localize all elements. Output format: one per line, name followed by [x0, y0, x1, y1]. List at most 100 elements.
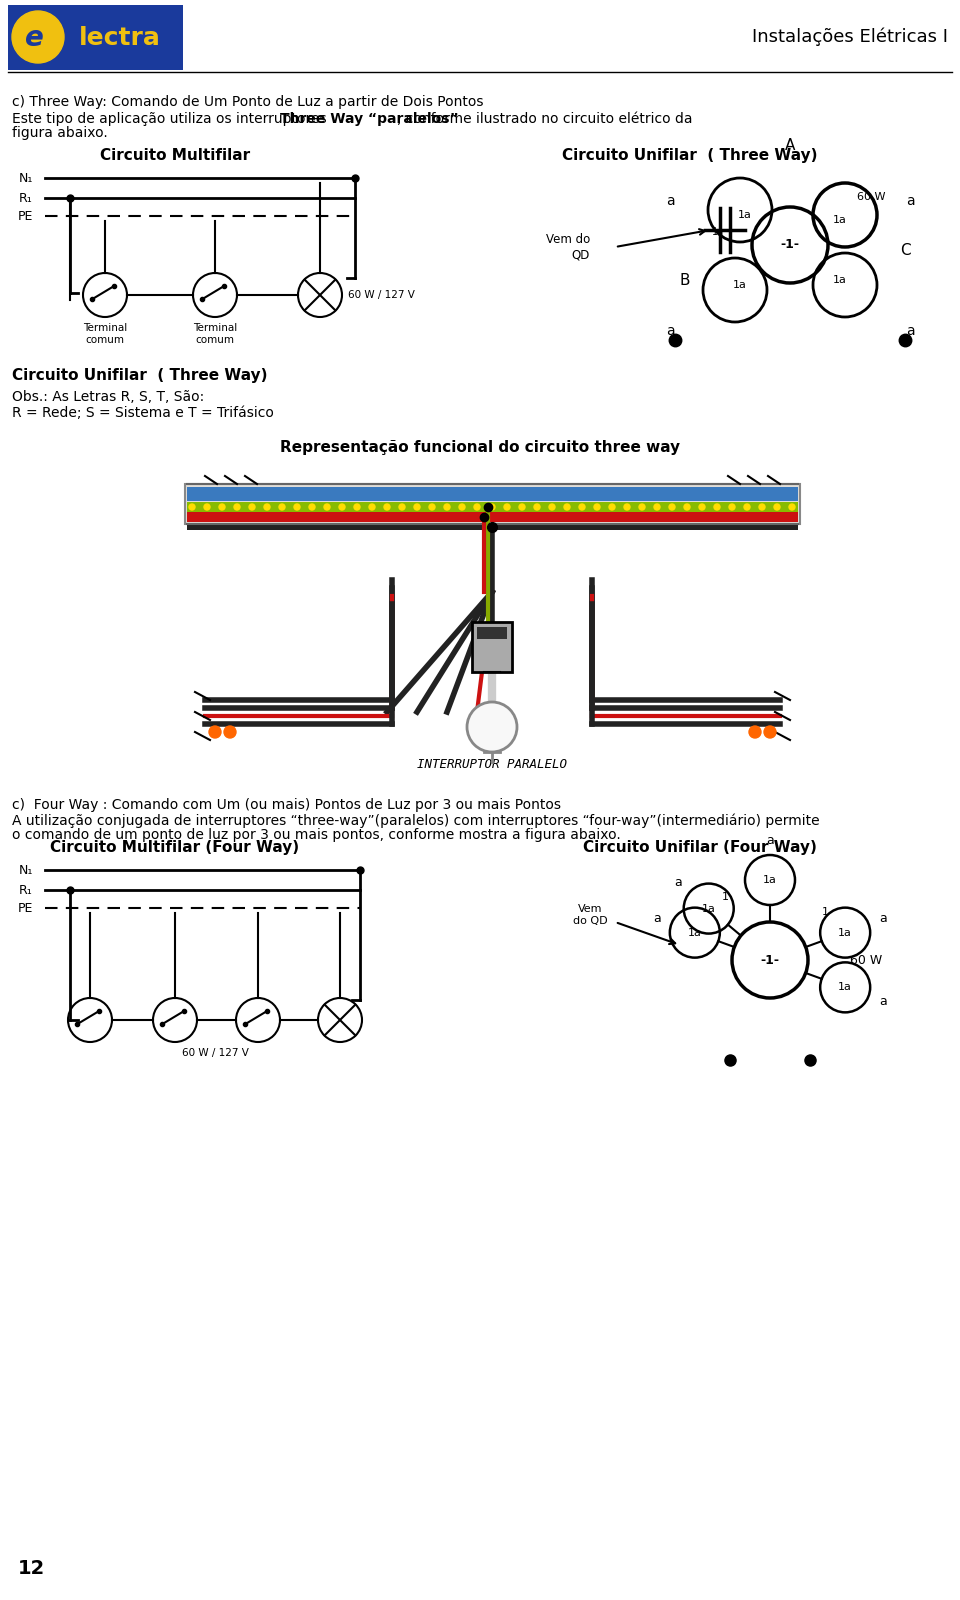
- Text: Circuito Unifilar  ( Three Way): Circuito Unifilar ( Three Way): [12, 368, 268, 382]
- Text: Circuito Multifilar (Four Way): Circuito Multifilar (Four Way): [51, 840, 300, 854]
- Text: a: a: [674, 877, 682, 890]
- Circle shape: [759, 504, 765, 510]
- Text: 1a: 1a: [833, 275, 847, 285]
- Text: PE: PE: [17, 210, 33, 222]
- Text: lectra: lectra: [79, 26, 161, 50]
- Text: A utilização conjugada de interruptores “three-way”(paralelos) com interruptores: A utilização conjugada de interruptores …: [12, 814, 820, 829]
- Circle shape: [339, 504, 345, 510]
- Bar: [187, 502, 798, 512]
- Text: a: a: [905, 323, 914, 338]
- Text: 1a: 1a: [702, 904, 715, 914]
- Circle shape: [354, 504, 360, 510]
- Circle shape: [309, 504, 315, 510]
- Text: Terminal
comum: Terminal comum: [83, 323, 127, 344]
- Circle shape: [279, 504, 285, 510]
- Text: INTERRUPTOR PARALELO: INTERRUPTOR PARALELO: [417, 758, 567, 771]
- Circle shape: [219, 504, 225, 510]
- Circle shape: [234, 504, 240, 510]
- Text: 1a: 1a: [763, 875, 777, 885]
- Text: Representação funcional do circuito three way: Representação funcional do circuito thre…: [280, 440, 680, 454]
- Text: 1a: 1a: [733, 280, 747, 290]
- Text: 1: 1: [722, 893, 729, 902]
- Text: a: a: [665, 194, 674, 208]
- Text: figura abaixo.: figura abaixo.: [12, 126, 108, 141]
- Circle shape: [749, 726, 761, 738]
- Circle shape: [789, 504, 795, 510]
- Text: A: A: [785, 138, 795, 154]
- Text: 1a: 1a: [738, 210, 752, 219]
- Bar: [472, 622, 512, 672]
- Text: Instalações Elétricas I: Instalações Elétricas I: [752, 27, 948, 46]
- Text: B: B: [680, 274, 690, 288]
- Circle shape: [12, 11, 64, 62]
- Text: C: C: [900, 243, 910, 258]
- Text: a: a: [879, 995, 887, 1008]
- Circle shape: [744, 504, 750, 510]
- Text: a: a: [766, 834, 774, 846]
- Circle shape: [369, 504, 375, 510]
- Bar: [187, 486, 798, 501]
- Circle shape: [189, 504, 195, 510]
- Bar: [185, 483, 800, 525]
- Circle shape: [639, 504, 645, 510]
- Text: -1-: -1-: [760, 954, 780, 966]
- Circle shape: [729, 504, 735, 510]
- Circle shape: [609, 504, 615, 510]
- Text: a: a: [905, 194, 914, 208]
- Bar: [165, 462, 820, 781]
- Text: R₁: R₁: [19, 192, 33, 205]
- Text: R₁: R₁: [19, 883, 33, 896]
- Text: a: a: [879, 912, 887, 925]
- Circle shape: [429, 504, 435, 510]
- Text: N₁: N₁: [18, 864, 33, 877]
- Text: Terminal
comum: Terminal comum: [193, 323, 237, 344]
- Text: 1a: 1a: [838, 982, 852, 992]
- Text: 60 W: 60 W: [857, 192, 885, 202]
- Text: R = Rede; S = Sistema e T = Trifásico: R = Rede; S = Sistema e T = Trifásico: [12, 406, 274, 419]
- Circle shape: [414, 504, 420, 510]
- Circle shape: [684, 504, 690, 510]
- Circle shape: [294, 504, 300, 510]
- Circle shape: [224, 726, 236, 738]
- Circle shape: [209, 726, 221, 738]
- Text: -1-: -1-: [780, 238, 800, 251]
- Text: Three Way “paralelos”: Three Way “paralelos”: [280, 112, 459, 126]
- Text: Vem
do QD: Vem do QD: [573, 904, 608, 926]
- Circle shape: [204, 504, 210, 510]
- Text: Circuito Unifilar (Four Way): Circuito Unifilar (Four Way): [583, 840, 817, 854]
- Text: N₁: N₁: [18, 171, 33, 184]
- Circle shape: [564, 504, 570, 510]
- Circle shape: [534, 504, 540, 510]
- Circle shape: [714, 504, 720, 510]
- Circle shape: [519, 504, 525, 510]
- Circle shape: [467, 702, 517, 752]
- Text: PE: PE: [17, 901, 33, 915]
- Text: Vem do
QD: Vem do QD: [545, 234, 590, 261]
- Text: 1a: 1a: [688, 928, 702, 938]
- Circle shape: [474, 504, 480, 510]
- Circle shape: [264, 504, 270, 510]
- Circle shape: [489, 504, 495, 510]
- Circle shape: [654, 504, 660, 510]
- Bar: [477, 627, 507, 638]
- Bar: [8, 5, 183, 70]
- Text: Circuito Multifilar: Circuito Multifilar: [100, 149, 250, 163]
- Circle shape: [669, 504, 675, 510]
- Text: c)  Four Way : Comando com Um (ou mais) Pontos de Luz por 3 ou mais Pontos: c) Four Way : Comando com Um (ou mais) P…: [12, 798, 561, 813]
- Text: e: e: [25, 24, 43, 51]
- Text: 1a: 1a: [712, 227, 724, 237]
- Circle shape: [774, 504, 780, 510]
- Text: 1: 1: [822, 907, 828, 917]
- Text: Circuito Unifilar  ( Three Way): Circuito Unifilar ( Three Way): [563, 149, 818, 163]
- Circle shape: [504, 504, 510, 510]
- Circle shape: [549, 504, 555, 510]
- Bar: [187, 512, 798, 522]
- Circle shape: [579, 504, 585, 510]
- Circle shape: [594, 504, 600, 510]
- Bar: [187, 525, 798, 530]
- Text: 60 W / 127 V: 60 W / 127 V: [348, 290, 415, 301]
- Text: Obs.: As Letras R, S, T, São:: Obs.: As Letras R, S, T, São:: [12, 390, 204, 403]
- Text: o comando de um ponto de luz por 3 ou mais pontos, conforme mostra a figura abai: o comando de um ponto de luz por 3 ou ma…: [12, 829, 621, 842]
- Text: , conforme ilustrado no circuito elétrico da: , conforme ilustrado no circuito elétric…: [397, 112, 692, 126]
- Circle shape: [324, 504, 330, 510]
